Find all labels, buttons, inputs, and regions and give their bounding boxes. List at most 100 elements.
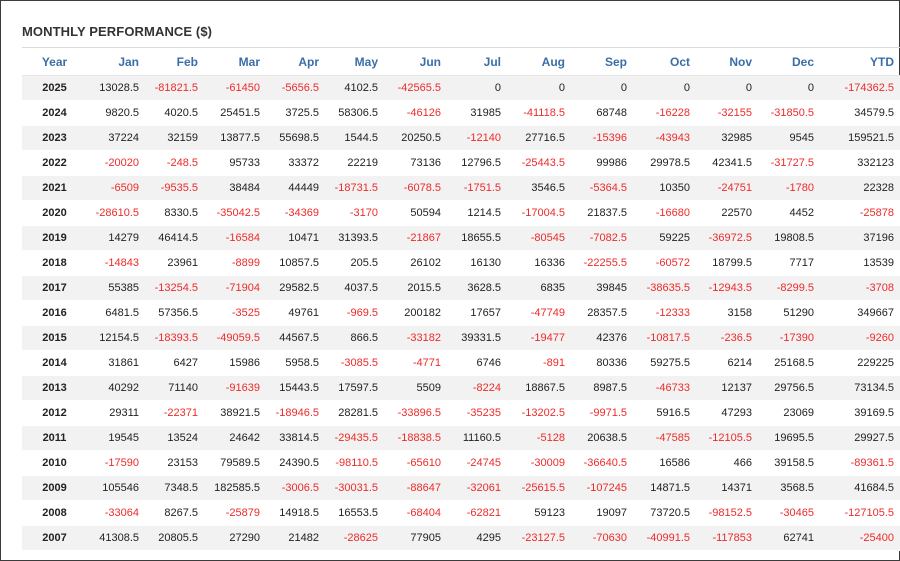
month-value-cell: 29978.5 [634, 150, 697, 176]
month-value-cell: -12943.5 [697, 275, 759, 301]
month-value-cell: 80336 [572, 350, 634, 376]
month-value-cell: 39845 [572, 275, 634, 301]
month-value-cell: 10350 [634, 175, 697, 201]
month-value-cell: 22570 [697, 200, 759, 226]
month-value-cell: -30465 [759, 500, 821, 526]
month-value-cell: -25443.5 [508, 150, 572, 176]
month-value-cell: 28357.5 [572, 300, 634, 326]
month-value-cell: 14279 [87, 225, 146, 251]
month-value-cell: -46126 [385, 100, 448, 126]
table-row: 2012 29311 -22371 38921.5 -18946.5 28281.5 -33… [22, 400, 900, 426]
month-value-cell: 10471 [267, 225, 326, 251]
month-value-cell: -3085.5 [326, 350, 385, 376]
month-value-cell: -49059.5 [205, 325, 267, 351]
table-row: 2018 -14843 23961 -8899 10857.5 205.5 26102 161… [22, 250, 900, 276]
month-value-cell: 33372 [267, 150, 326, 176]
ytd-cell: -25400 [821, 525, 900, 551]
month-value-cell: -7082.5 [572, 225, 634, 251]
table-row: 2023 37224 32159 13877.5 55698.5 1544.5 20250.… [22, 125, 900, 151]
month-value-cell: 33814.5 [267, 425, 326, 451]
month-value-cell: -8299.5 [759, 275, 821, 301]
month-value-cell: -71904 [205, 275, 267, 301]
table-row: 2021 -6509 -9535.5 38484 44449 -18731.5 -6078.… [22, 175, 900, 201]
month-value-cell: -5128 [508, 425, 572, 451]
ytd-cell: 332123 [821, 150, 900, 176]
ytd-cell: -25878 [821, 200, 900, 226]
month-value-cell: 44567.5 [267, 325, 326, 351]
month-value-cell: -17390 [759, 325, 821, 351]
month-value-cell: 39158.5 [759, 450, 821, 476]
month-value-cell: 18867.5 [508, 375, 572, 401]
month-value-cell: -28610.5 [87, 200, 146, 226]
ytd-cell: -9260 [821, 325, 900, 351]
column-header-jun: Jun [385, 47, 448, 76]
month-value-cell: 0 [508, 75, 572, 101]
month-value-cell: -3525 [205, 300, 267, 326]
year-cell: 2023 [22, 125, 87, 151]
month-value-cell: -13254.5 [146, 275, 205, 301]
month-value-cell: 31985 [448, 100, 508, 126]
ytd-cell: -127105.5 [821, 500, 900, 526]
month-value-cell: 27716.5 [508, 125, 572, 151]
month-value-cell: 8267.5 [146, 500, 205, 526]
month-value-cell: 28281.5 [326, 400, 385, 426]
month-value-cell: -34369 [267, 200, 326, 226]
month-value-cell: 40292 [87, 375, 146, 401]
month-value-cell: -18946.5 [267, 400, 326, 426]
month-value-cell: 105546 [87, 475, 146, 501]
month-value-cell: -969.5 [326, 300, 385, 326]
month-value-cell: 5958.5 [267, 350, 326, 376]
column-header-dec: Dec [759, 47, 821, 76]
ytd-cell: 39169.5 [821, 400, 900, 426]
table-row: 2013 40292 71140 -91639 15443.5 17597.5 5509 -8… [22, 375, 900, 401]
month-value-cell: 46414.5 [146, 225, 205, 251]
month-value-cell: 14871.5 [634, 475, 697, 501]
month-value-cell: 19808.5 [759, 225, 821, 251]
ytd-cell: 41684.5 [821, 475, 900, 501]
table-row: 2014 31861 6427 15986 5958.5 -3085.5 -4771 6746… [22, 350, 900, 376]
column-header-ytd: YTD [821, 47, 900, 76]
ytd-cell: 29927.5 [821, 425, 900, 451]
month-value-cell: 15986 [205, 350, 267, 376]
ytd-cell: -3708 [821, 275, 900, 301]
month-value-cell: 50594 [385, 200, 448, 226]
month-value-cell: 62741 [759, 525, 821, 551]
month-value-cell: 38484 [205, 175, 267, 201]
month-value-cell: 6214 [697, 350, 759, 376]
month-value-cell: -25879 [205, 500, 267, 526]
month-value-cell: 7348.5 [146, 475, 205, 501]
month-value-cell: -47749 [508, 300, 572, 326]
month-value-cell: -15396 [572, 125, 634, 151]
month-value-cell: 23961 [146, 250, 205, 276]
table-row: 2008 -33064 8267.5 -25879 14918.5 16553.5 -684… [22, 500, 900, 526]
month-value-cell: 4452 [759, 200, 821, 226]
column-header-jul: Jul [448, 47, 508, 76]
month-value-cell: -20020 [87, 150, 146, 176]
month-value-cell: -6078.5 [385, 175, 448, 201]
month-value-cell: -42565.5 [385, 75, 448, 101]
month-value-cell: 3546.5 [508, 175, 572, 201]
year-cell: 2022 [22, 150, 87, 176]
month-value-cell: -41118.5 [508, 100, 572, 126]
year-cell: 2013 [22, 375, 87, 401]
column-header-nov: Nov [697, 47, 759, 76]
ytd-cell: 13539 [821, 250, 900, 276]
column-header-oct: Oct [634, 47, 697, 76]
month-value-cell: 2015.5 [385, 275, 448, 301]
month-value-cell: -31727.5 [759, 150, 821, 176]
month-value-cell: -22255.5 [572, 250, 634, 276]
month-value-cell: -68404 [385, 500, 448, 526]
table-row: 2007 41308.5 20805.5 27290 21482 -28625 77905 4… [22, 525, 900, 551]
ytd-cell: 73134.5 [821, 375, 900, 401]
month-value-cell: -22371 [146, 400, 205, 426]
month-value-cell: -24745 [448, 450, 508, 476]
month-value-cell: 3568.5 [759, 475, 821, 501]
month-value-cell: -4771 [385, 350, 448, 376]
ytd-cell: 37196 [821, 225, 900, 251]
month-value-cell: 77905 [385, 525, 448, 551]
month-value-cell: 3158 [697, 300, 759, 326]
month-value-cell: 6835 [508, 275, 572, 301]
month-value-cell: -6509 [87, 175, 146, 201]
year-cell: 2007 [22, 525, 87, 551]
